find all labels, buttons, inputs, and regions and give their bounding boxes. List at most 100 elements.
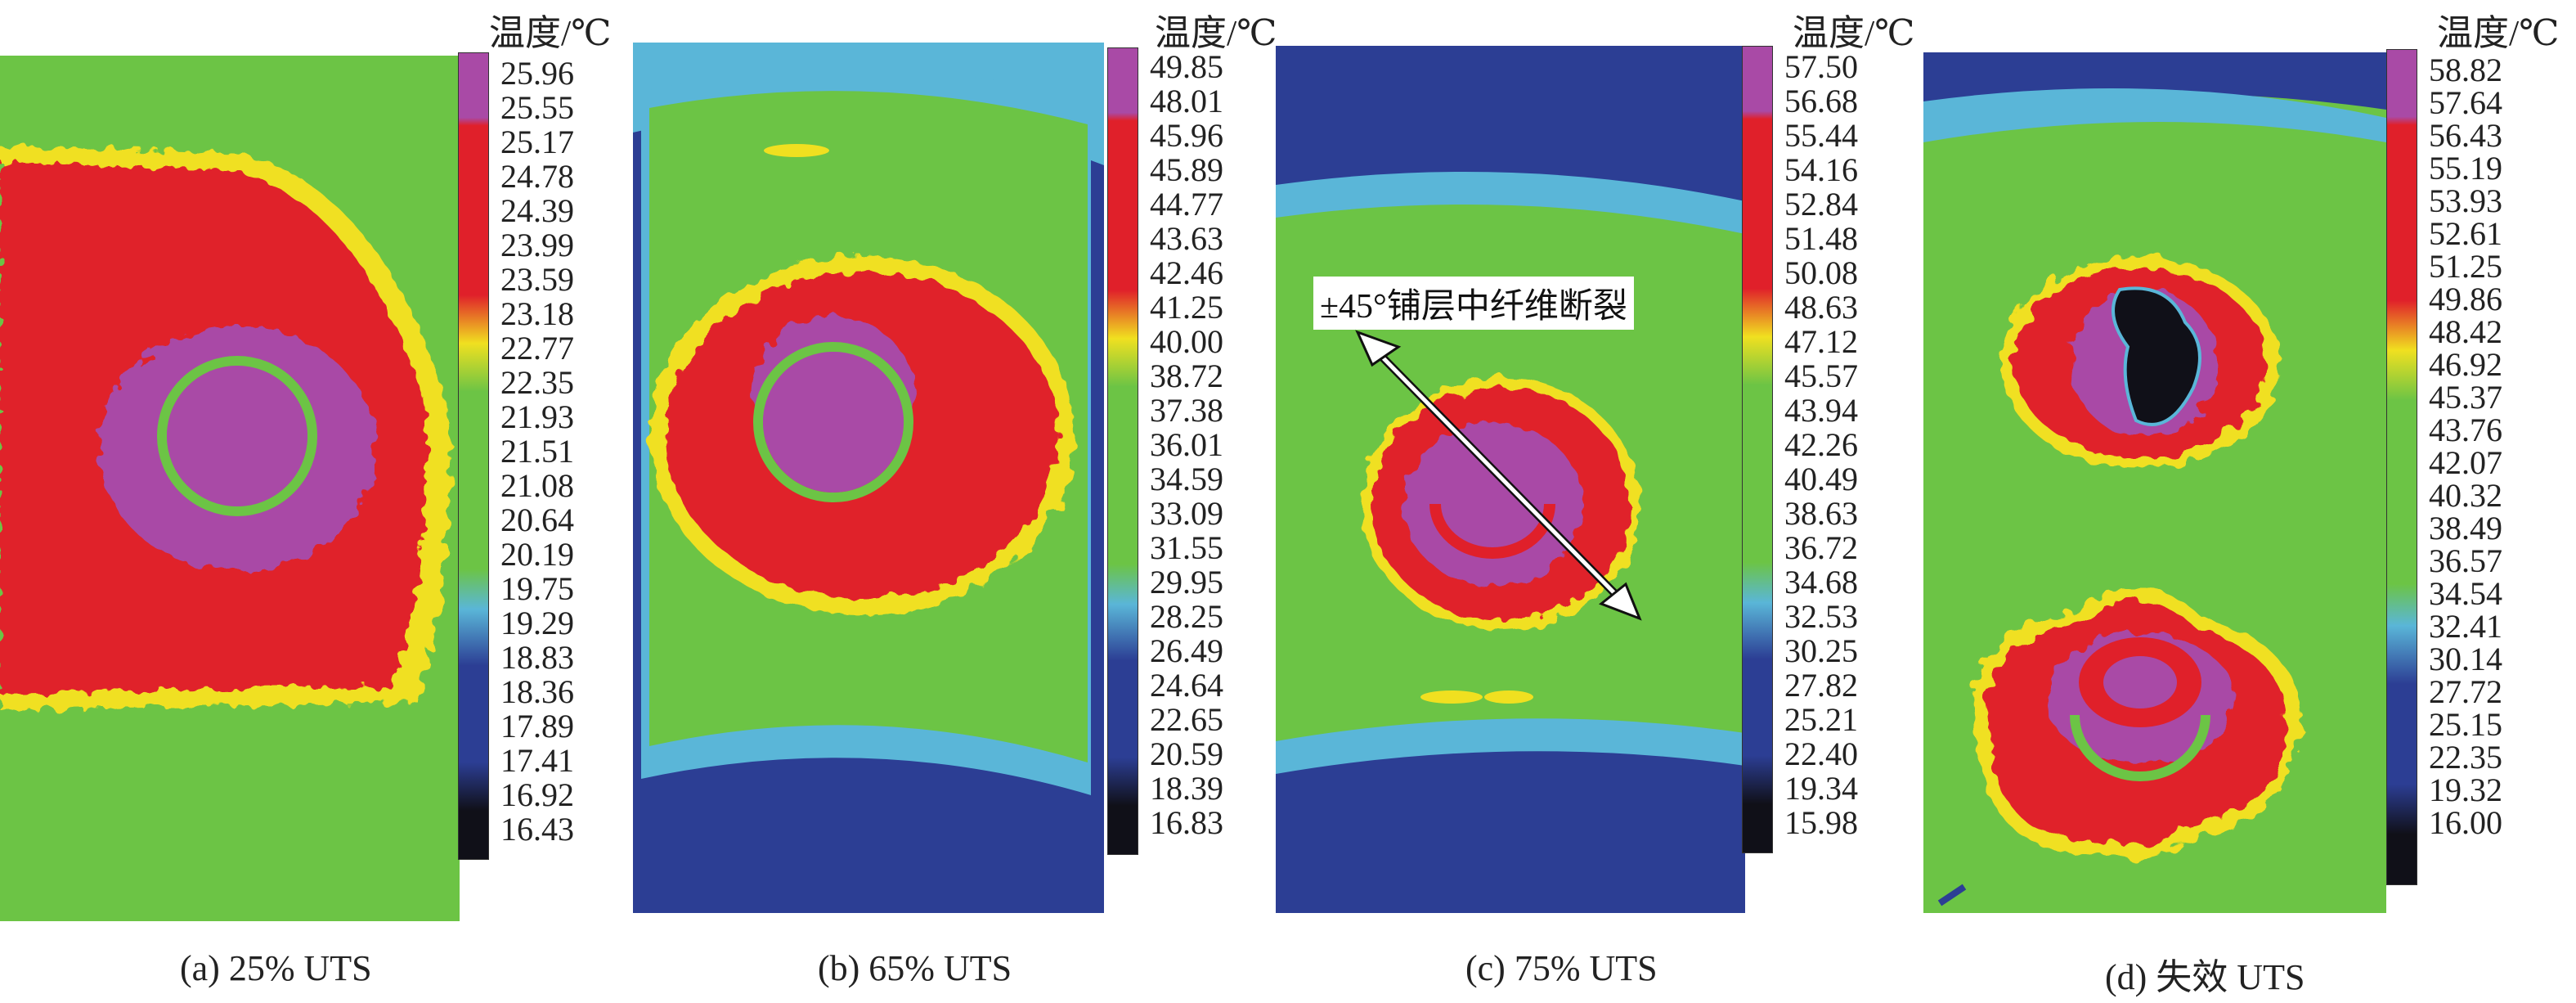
tick-label: 38.49 [2429, 510, 2502, 546]
tick-label: 57.64 [2429, 84, 2502, 121]
caption-c: (c) 75% UTS [1465, 948, 1658, 988]
tick-label: 56.68 [1784, 83, 1858, 119]
tick-label: 18.36 [500, 673, 574, 710]
tick-label: 42.07 [2429, 444, 2502, 481]
tick-label: 46.92 [2429, 346, 2502, 383]
tick-label: 24.64 [1150, 667, 1223, 704]
tick-label: 38.63 [1784, 495, 1858, 532]
thermal-image-c [1276, 46, 1745, 913]
tick-label: 40.49 [1784, 461, 1858, 497]
tick-label: 36.57 [2429, 542, 2502, 579]
tick-label: 26.49 [1150, 632, 1223, 669]
colorbar-title-b: 温度/℃ [1155, 13, 1277, 53]
colorbar-b [1107, 47, 1138, 855]
arrow-head-down-icon [1599, 582, 1642, 621]
tick-label: 43.94 [1784, 392, 1858, 429]
tick-label: 34.68 [1784, 564, 1858, 600]
tick-label: 19.34 [1784, 770, 1858, 807]
tick-label: 51.48 [1784, 220, 1858, 257]
tick-label: 36.72 [1784, 529, 1858, 566]
tick-label: 25.96 [500, 55, 574, 92]
tick-label: 20.19 [500, 536, 574, 573]
tick-label: 47.12 [1784, 323, 1858, 360]
tick-label: 57.50 [1784, 48, 1858, 85]
tick-label: 38.72 [1150, 358, 1223, 394]
tick-label: 45.57 [1784, 358, 1858, 394]
tick-label: 49.86 [2429, 281, 2502, 317]
panel-d: 温度/℃ 58.82 57.64 56.43 55.19 53.93 52.61… [1923, 0, 2559, 1003]
arrow-head-up-icon [1355, 330, 1402, 367]
tick-label: 55.44 [1784, 117, 1858, 154]
tick-label: 16.92 [500, 776, 574, 813]
thermal-image-d [1923, 52, 2386, 913]
tick-label: 22.65 [1150, 701, 1223, 738]
tick-label: 25.15 [2429, 706, 2502, 743]
tick-label: 30.25 [1784, 632, 1858, 669]
tick-label: 37.38 [1150, 392, 1223, 429]
tick-label: 25.17 [500, 124, 574, 160]
tick-label: 23.99 [500, 227, 574, 263]
tick-label: 33.09 [1150, 495, 1223, 532]
colorbar-title-a: 温度/℃ [489, 13, 612, 53]
tick-label: 51.25 [2429, 248, 2502, 285]
tick-label: 32.53 [1784, 598, 1858, 635]
colorbar-title-d: 温度/℃ [2437, 13, 2560, 53]
tick-label: 18.83 [500, 639, 574, 676]
tick-label: 52.84 [1784, 186, 1858, 223]
tick-label: 45.89 [1150, 151, 1223, 188]
tick-label: 45.96 [1150, 117, 1223, 154]
tick-label: 27.82 [1784, 667, 1858, 704]
tick-label: 22.35 [500, 364, 574, 401]
tick-label: 16.43 [500, 811, 574, 848]
tick-label: 25.55 [500, 89, 574, 126]
tick-label: 58.82 [2429, 52, 2502, 88]
tick-label: 27.72 [2429, 673, 2502, 710]
thermal-image-b [633, 43, 1104, 913]
tick-label: 22.35 [2429, 739, 2502, 776]
tick-label: 40.00 [1150, 323, 1223, 360]
thermal-image-a [0, 56, 460, 921]
tick-label: 43.63 [1150, 220, 1223, 257]
panel-b: 温度/℃ 49.85 48.01 45.96 45.89 44.77 43.63… [633, 0, 1277, 1003]
colorbar-c [1742, 46, 1773, 853]
tick-label: 16.83 [1150, 804, 1223, 841]
tick-label: 48.42 [2429, 313, 2502, 350]
tick-label: 21.93 [500, 398, 574, 435]
tick-label: 23.59 [500, 261, 574, 298]
tick-label: 52.61 [2429, 215, 2502, 252]
tick-label: 23.18 [500, 295, 574, 332]
panel-a: 温度/℃ 25.96 25.55 25.17 24.78 24.39 23.99… [0, 0, 630, 1003]
caption-b: (b) 65% UTS [818, 948, 1012, 988]
tick-label: 21.51 [500, 433, 574, 470]
tick-label: 19.32 [2429, 771, 2502, 808]
tick-label: 32.41 [2429, 608, 2502, 645]
tick-label: 49.85 [1150, 48, 1223, 85]
tick-label: 22.40 [1784, 735, 1858, 772]
fiber-fracture-annotation: ±45°铺层中纤维断裂 [1313, 277, 1634, 330]
tick-label: 19.29 [500, 605, 574, 641]
tick-label: 34.59 [1150, 461, 1223, 497]
colorbar-d [2386, 49, 2417, 885]
tick-label: 28.25 [1150, 598, 1223, 635]
tick-label: 40.32 [2429, 477, 2502, 514]
tick-label: 30.14 [2429, 641, 2502, 677]
tick-label: 48.01 [1150, 83, 1223, 119]
tick-label: 34.54 [2429, 575, 2502, 612]
tick-label: 42.26 [1784, 426, 1858, 463]
colorbar-title-c: 温度/℃ [1793, 13, 1915, 53]
tick-label: 41.25 [1150, 289, 1223, 326]
tick-label: 56.43 [2429, 117, 2502, 154]
tick-label: 25.21 [1784, 701, 1858, 738]
tick-label: 55.19 [2429, 150, 2502, 187]
tick-label: 54.16 [1784, 151, 1858, 188]
tick-label: 20.59 [1150, 735, 1223, 772]
tick-label: 48.63 [1784, 289, 1858, 326]
tick-label: 31.55 [1150, 529, 1223, 566]
tick-label: 42.46 [1150, 254, 1223, 291]
tick-label: 36.01 [1150, 426, 1223, 463]
tick-label: 29.95 [1150, 564, 1223, 600]
tick-label: 20.64 [500, 502, 574, 538]
tick-label: 19.75 [500, 570, 574, 607]
tick-label: 24.78 [500, 158, 574, 195]
